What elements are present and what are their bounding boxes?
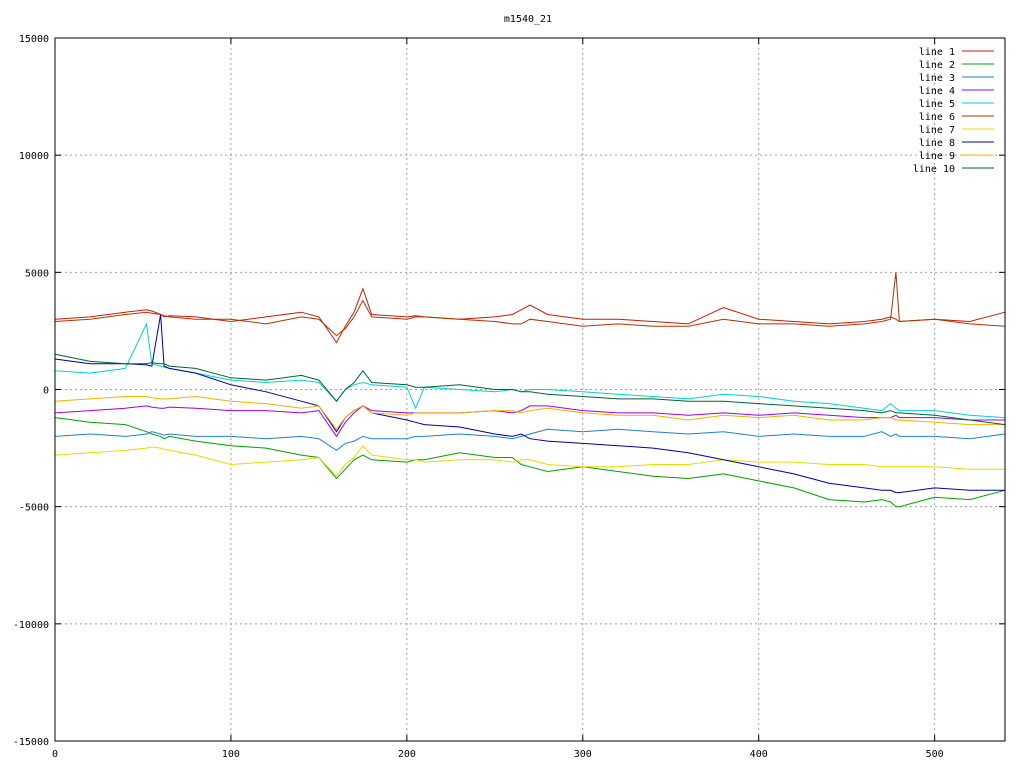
legend-label: line 4 [919,86,955,97]
y-tick-label: 10000 [19,151,49,162]
chart-title: m1540_21 [504,14,552,25]
y-tick-label: -15000 [13,737,49,748]
series-line-3 [54,428,1006,452]
x-tick-label: 300 [574,749,592,760]
x-tick-label: 100 [222,749,240,760]
y-tick-label: 0 [43,386,49,397]
legend-label: line 5 [919,99,955,110]
legend-label: line 1 [919,47,955,58]
series-line-7 [54,444,1005,477]
series-line-8 [54,314,1005,494]
x-tick-label: 200 [398,749,416,760]
y-tick-label: 15000 [19,34,49,45]
legend-label: line 3 [919,73,955,84]
series-line-1 [54,287,1006,344]
legend: line 1 line 2 line 3 line 4 line 5 line 6 line… [913,47,994,175]
legend-label: line 8 [919,138,955,149]
series-group [54,272,1006,508]
axes: 0 100 200 300 400 500 -15000 -10000 -5000 0 5000 10… [13,34,1005,760]
series-line-2 [54,417,1006,508]
y-tick-label: -5000 [19,503,49,514]
legend-label: line 9 [919,151,955,162]
y-tick-label: 5000 [25,268,49,279]
legend-label: line 7 [919,125,955,136]
y-tick-label: -10000 [13,620,49,631]
x-tick-label: 500 [926,749,944,760]
legend-label: line 6 [919,112,955,123]
series-line-9 [54,395,1005,431]
legend-label: line 10 [913,164,955,175]
grid [55,38,1005,741]
series-line-10 [54,353,1006,426]
series-line-5 [54,322,1006,419]
legend-label: line 2 [919,60,955,71]
x-tick-label: 0 [52,749,58,760]
x-tick-label: 400 [750,749,768,760]
series-line-6 [54,272,1006,337]
